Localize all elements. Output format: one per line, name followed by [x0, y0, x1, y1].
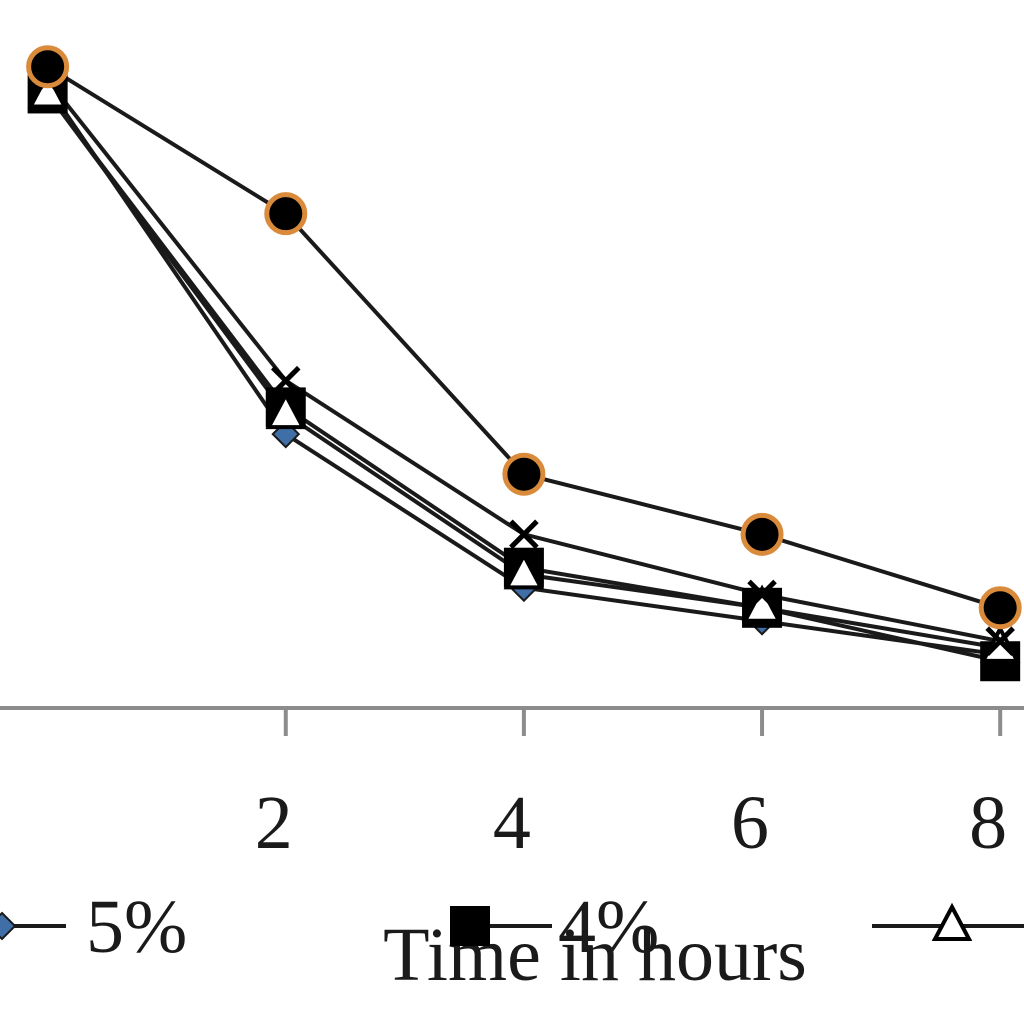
series-5-point	[26, 45, 70, 89]
series-5-point	[264, 192, 308, 236]
legend-item-2: 4%	[450, 885, 659, 969]
series-3-point	[265, 390, 307, 430]
series-5-point	[978, 586, 1022, 630]
x-tick-labels: 2 4 6 8	[255, 781, 1007, 865]
series-5-point	[502, 452, 546, 496]
legend-item-1: 5%	[0, 885, 187, 969]
series-line-5	[46, 65, 1001, 610]
series-5-point	[740, 512, 784, 556]
x-tick-label: 8	[969, 781, 1007, 865]
series-markers	[26, 45, 1022, 682]
legend-label: 5%	[86, 885, 187, 969]
series-4-point	[747, 579, 777, 610]
legend-item-3	[872, 902, 1024, 941]
x-tick-label: 4	[493, 781, 531, 865]
series-4-point	[509, 519, 539, 550]
legend-marker	[450, 906, 490, 946]
legend-marker	[931, 902, 973, 941]
x-axis	[0, 706, 1024, 736]
x-tick-label: 6	[731, 781, 769, 865]
legend: 5% 4%	[0, 885, 1024, 969]
series-3-point	[503, 551, 545, 590]
legend-label: 4%	[558, 885, 659, 969]
legend-marker	[0, 911, 17, 941]
series-4-point	[985, 626, 1015, 656]
series-4-point	[270, 365, 301, 396]
x-tick-label: 2	[255, 781, 293, 865]
